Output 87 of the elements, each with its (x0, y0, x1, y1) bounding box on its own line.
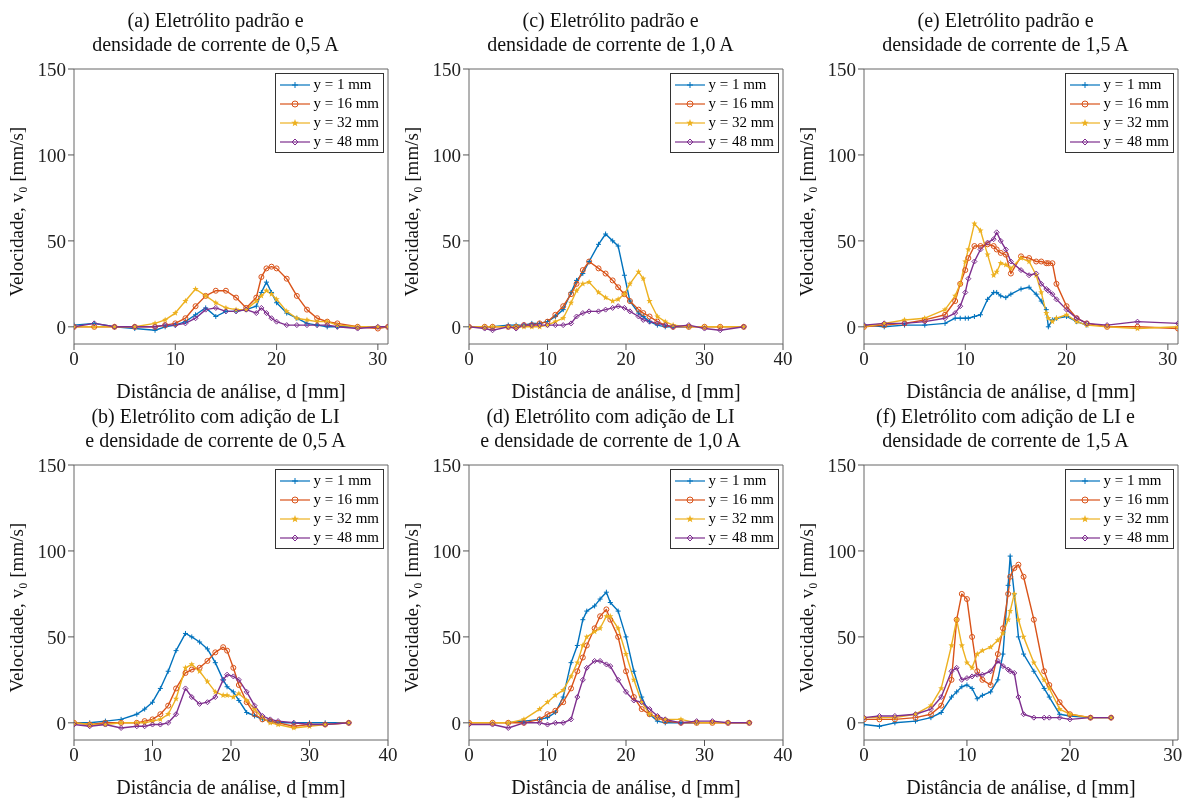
x-axis-title: Distância de análise, d [mm] (511, 776, 741, 798)
chart-title: (f) Eletrólito com adição de LI e densidade de corrente de 1,5 A (875, 404, 1136, 453)
chart-title: (d) Eletrólito com adição de LI e densidade de corrente de 1,0 A (479, 404, 742, 453)
y-tick-label: 150 (432, 58, 461, 80)
y-tick-label: 50 (837, 626, 856, 648)
legend-label: y = 48 mm (708, 132, 774, 151)
y-tick-label: 50 (47, 230, 66, 252)
chart-title: (c) Eletrólito padrão e densidade de corrente de 1,0 A (486, 8, 735, 57)
x-tick-label: 30 (695, 348, 714, 370)
x-tick-label: 40 (773, 744, 793, 766)
legend-label: y = 1 mm (1103, 75, 1162, 94)
x-tick-label: 10 (143, 744, 162, 766)
x-tick-label: 10 (538, 744, 557, 766)
legend-label: y = 32 mm (313, 113, 379, 132)
chart-title: (b) Eletrólito com adição de LI e densidade de corrente de 0,5 A (84, 404, 347, 453)
y-axis-title: Velocidade, v₀ [mm/s] (5, 126, 27, 297)
y-tick-label: 50 (837, 230, 856, 252)
chart-title: (a) Eletrólito padrão e densidade de corrente de 0,5 A (91, 8, 340, 57)
x-tick-label: 40 (773, 348, 793, 370)
x-tick-label: 20 (221, 744, 241, 766)
y-tick-label: 0 (56, 316, 66, 338)
legend-label: y = 16 mm (313, 94, 379, 113)
legend-label: y = 32 mm (1103, 113, 1169, 132)
x-tick-label: 30 (1158, 348, 1178, 370)
legend-label: y = 32 mm (1103, 509, 1169, 528)
x-tick-label: 20 (1060, 744, 1080, 766)
y-tick-label: 100 (37, 540, 66, 562)
legend-label: y = 32 mm (708, 509, 774, 528)
x-axis-title: Distância de análise, d [mm] (906, 776, 1136, 798)
legend-label: y = 1 mm (1103, 471, 1162, 490)
x-tick-label: 20 (1057, 348, 1077, 370)
x-tick-label: 40 (378, 744, 398, 766)
y-axis-title: Velocidade, v₀ [mm/s] (5, 522, 27, 693)
legend-label: y = 48 mm (708, 528, 774, 547)
legend-label: y = 1 mm (313, 75, 372, 94)
x-tick-label: 20 (616, 348, 636, 370)
y-tick-label: 0 (846, 316, 856, 338)
x-tick-label: 10 (955, 348, 975, 370)
legend-label: y = 1 mm (313, 471, 372, 490)
x-axis-title: Distância de análise, d [mm] (906, 380, 1136, 402)
x-tick-label: 20 (267, 348, 287, 370)
legend-label: y = 48 mm (1103, 132, 1169, 151)
y-tick-label: 50 (47, 626, 66, 648)
y-tick-label: 100 (432, 540, 461, 562)
legend-label: y = 48 mm (313, 132, 379, 151)
x-tick-label: 10 (538, 348, 557, 370)
y-axis-title: Velocidade, v₀ [mm/s] (400, 522, 422, 693)
legend-label: y = 1 mm (708, 471, 767, 490)
y-tick-label: 0 (451, 316, 461, 338)
y-tick-label: 150 (827, 58, 856, 80)
y-tick-label: 150 (432, 454, 461, 476)
legend-label: y = 1 mm (708, 75, 767, 94)
y-tick-label: 0 (846, 712, 856, 734)
legend-label: y = 16 mm (708, 490, 774, 509)
x-tick-label: 20 (616, 744, 636, 766)
x-tick-label: 30 (695, 744, 714, 766)
y-tick-label: 100 (37, 144, 66, 166)
y-tick-label: 150 (827, 454, 856, 476)
y-tick-label: 50 (442, 230, 461, 252)
y-tick-label: 150 (37, 454, 66, 476)
legend-label: y = 32 mm (313, 509, 379, 528)
x-tick-label: 30 (368, 348, 388, 370)
y-tick-label: 100 (432, 144, 461, 166)
x-axis-title: Distância de análise, d [mm] (116, 380, 346, 402)
legend-label: y = 16 mm (1103, 94, 1169, 113)
x-axis-title: Distância de análise, d [mm] (511, 380, 741, 402)
legend-label: y = 48 mm (313, 528, 379, 547)
legend-label: y = 16 mm (708, 94, 774, 113)
y-tick-label: 100 (827, 540, 856, 562)
y-axis-title: Velocidade, v₀ [mm/s] (795, 522, 817, 693)
y-tick-label: 100 (827, 144, 856, 166)
x-tick-label: 10 (165, 348, 185, 370)
x-tick-label: 10 (957, 744, 977, 766)
y-tick-label: 150 (37, 58, 66, 80)
x-tick-label: 30 (300, 744, 319, 766)
chart-title: (e) Eletrólito padrão e densidade de corrente de 1,5 A (881, 8, 1130, 57)
x-axis-title: Distância de análise, d [mm] (116, 776, 346, 798)
legend-label: y = 16 mm (1103, 490, 1169, 509)
y-tick-label: 50 (442, 626, 461, 648)
legend-label: y = 16 mm (313, 490, 379, 509)
y-tick-label: 0 (451, 712, 461, 734)
y-axis-title: Velocidade, v₀ [mm/s] (795, 126, 817, 297)
legend-label: y = 32 mm (708, 113, 774, 132)
legend-label: y = 48 mm (1103, 528, 1169, 547)
y-axis-title: Velocidade, v₀ [mm/s] (400, 126, 422, 297)
y-tick-label: 0 (56, 712, 66, 734)
x-tick-label: 30 (1163, 744, 1183, 766)
